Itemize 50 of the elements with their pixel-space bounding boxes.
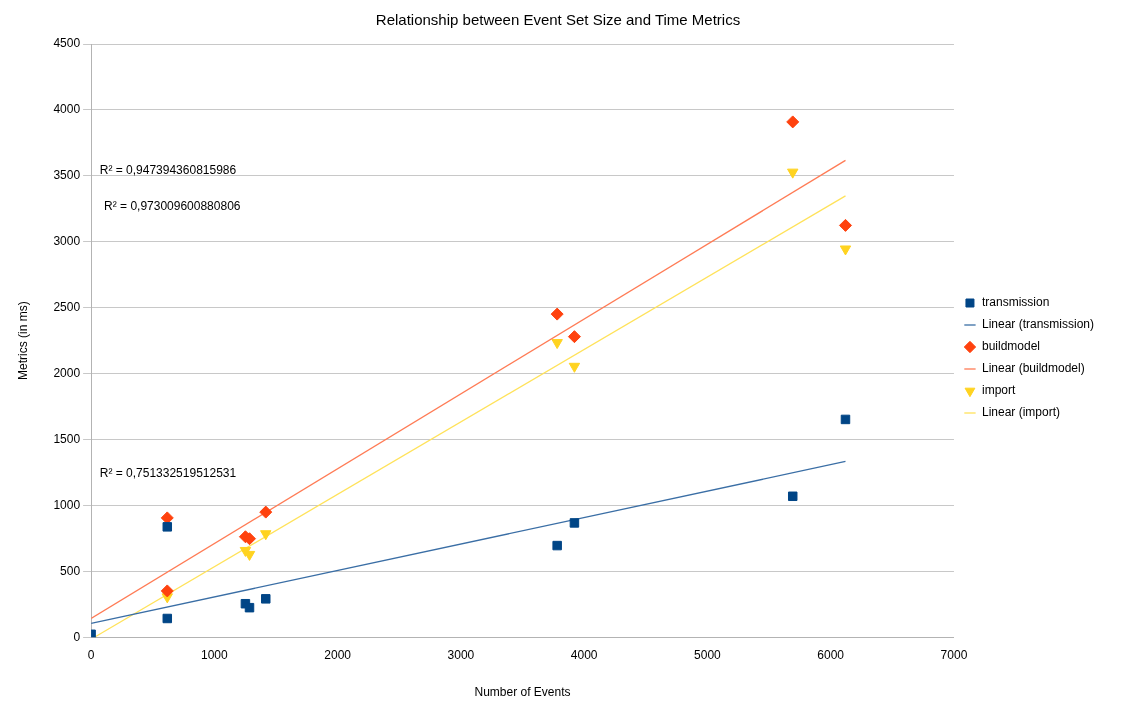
- legend-label: buildmodel: [981, 339, 1041, 354]
- x-tick-label: 6000: [817, 647, 845, 662]
- y-tick-label: 1000: [53, 497, 81, 512]
- y-tick-label: 3000: [53, 234, 81, 249]
- point: [261, 594, 271, 604]
- chart-title: Relationship between Event Set Size and Time Metrics: [375, 11, 741, 29]
- point: [160, 511, 174, 525]
- annotation: R² = 0,751332519512531: [99, 466, 237, 481]
- point: [552, 540, 562, 551]
- legend-label: transmission: [981, 295, 1050, 310]
- y-tick-label: 3500: [53, 168, 81, 183]
- point: [787, 491, 798, 502]
- x-tick-label: 2000: [324, 647, 352, 662]
- point: [260, 530, 272, 541]
- point: [787, 168, 799, 179]
- y-tick-label: 2500: [53, 299, 81, 314]
- y-tick-label: 1500: [53, 431, 81, 446]
- point: [160, 584, 174, 598]
- legend-label: Linear (transmission): [981, 317, 1095, 332]
- point: [550, 307, 564, 321]
- x-tick-label: 0: [87, 647, 95, 662]
- x-axis-title: Number of Events: [474, 685, 571, 700]
- y-tick-label: 4500: [53, 36, 81, 51]
- x-tick-label: 4000: [570, 647, 598, 662]
- point: [568, 362, 581, 373]
- y-tick-label: 2000: [53, 365, 81, 380]
- point: [162, 522, 173, 532]
- point: [786, 115, 800, 129]
- legend-label: Linear (import): [981, 405, 1060, 420]
- y-tick-label: 4000: [53, 102, 81, 117]
- x-tick-label: 7000: [940, 647, 968, 662]
- point: [567, 330, 581, 344]
- x-tick-label: 1000: [201, 647, 229, 662]
- x-tick-label: 3000: [447, 647, 475, 662]
- point: [259, 505, 273, 519]
- point: [840, 414, 851, 425]
- legend-label: import: [981, 383, 1016, 398]
- y-tick-label: 0: [73, 629, 81, 644]
- annotation: R² = 0,973009600880806: [104, 199, 241, 214]
- point: [162, 613, 173, 624]
- y-axis-title: Metrics (in ms): [15, 301, 30, 380]
- point: [838, 218, 852, 232]
- legend-label: Linear (buildmodel): [981, 361, 1085, 376]
- annotation: R² = 0,947394360815986: [99, 163, 237, 178]
- x-tick-label: 5000: [694, 647, 722, 662]
- point: [569, 518, 580, 528]
- point: [551, 339, 563, 350]
- y-tick-label: 500: [60, 563, 81, 578]
- point: [244, 602, 255, 613]
- point: [839, 245, 852, 256]
